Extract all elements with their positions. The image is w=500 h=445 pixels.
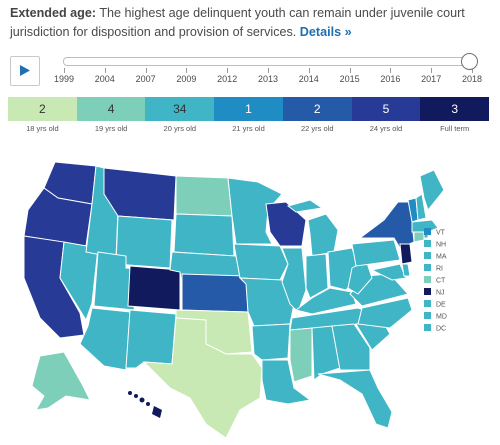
play-button[interactable] bbox=[10, 56, 40, 86]
state-co[interactable] bbox=[127, 265, 181, 311]
state-hi[interactable] bbox=[128, 391, 162, 418]
ne-state-label: CT bbox=[436, 278, 446, 285]
header-description: The highest age delinquent youth can rem… bbox=[10, 6, 465, 39]
timeline-tick bbox=[308, 68, 310, 73]
legend-count[interactable]: 2 bbox=[8, 97, 77, 121]
timeline-tick bbox=[431, 68, 433, 73]
legend-bar: 2 4 34 1 2 5 3 bbox=[8, 97, 490, 121]
state-ar[interactable] bbox=[251, 323, 291, 361]
state-fl[interactable] bbox=[317, 369, 393, 429]
ne-state-label: DC bbox=[436, 326, 446, 333]
timeline-tick bbox=[390, 68, 392, 73]
legend-count[interactable]: 4 bbox=[76, 97, 146, 121]
state-ia[interactable] bbox=[233, 243, 289, 281]
timeline-tick bbox=[145, 68, 147, 73]
timeline-year-label[interactable]: 2017 bbox=[421, 74, 442, 84]
timeline-year-label[interactable]: 2015 bbox=[339, 74, 360, 84]
state-ga[interactable] bbox=[331, 323, 371, 371]
timeline-year-label[interactable]: 2013 bbox=[257, 74, 279, 84]
timeline-year-label[interactable]: 1999 bbox=[53, 74, 75, 84]
page-header: Extended age: The highest age delinquent… bbox=[10, 4, 490, 42]
state-nm[interactable] bbox=[125, 309, 177, 369]
ne-state-label: DE bbox=[436, 302, 446, 309]
timeline-year-label[interactable]: 2012 bbox=[217, 74, 238, 84]
state-al[interactable] bbox=[311, 325, 341, 381]
legend-label: 19 yrs old bbox=[94, 124, 128, 133]
state-az[interactable] bbox=[79, 307, 131, 371]
timeline-tick bbox=[227, 68, 229, 73]
legend-count[interactable]: 1 bbox=[214, 97, 283, 121]
state-ma[interactable] bbox=[411, 219, 439, 233]
state-nd[interactable] bbox=[175, 175, 233, 217]
timeline-handle[interactable] bbox=[461, 53, 478, 70]
state-in[interactable] bbox=[305, 253, 329, 299]
state-nc[interactable] bbox=[357, 297, 413, 329]
state-sd[interactable] bbox=[173, 213, 235, 257]
timeline-tick bbox=[472, 68, 473, 73]
state-md[interactable] bbox=[370, 263, 407, 281]
legend-label: 21 yrs old bbox=[232, 124, 265, 133]
ne-state-swatch[interactable] bbox=[424, 252, 431, 259]
state-nh[interactable] bbox=[415, 193, 427, 221]
legend-label: 18 yrs old bbox=[26, 124, 59, 133]
play-icon bbox=[20, 65, 30, 76]
states bbox=[23, 161, 445, 439]
ne-state-label: RI bbox=[436, 266, 443, 273]
timeline-tick bbox=[104, 68, 106, 73]
ne-state-swatch[interactable] bbox=[424, 324, 431, 331]
state-wi[interactable] bbox=[265, 201, 307, 247]
state-ms[interactable] bbox=[289, 327, 313, 383]
state-de[interactable] bbox=[401, 263, 411, 277]
legend-labels: 18 yrs old 19 yrs old 20 yrs old 21 yrs old… bbox=[8, 124, 489, 133]
state-nj[interactable] bbox=[399, 243, 413, 265]
us-map: VT NH MA RI CT NJ DE MD DC bbox=[23, 161, 447, 439]
ne-state-swatch[interactable] bbox=[424, 276, 431, 283]
state-mn[interactable] bbox=[227, 177, 283, 245]
timeline-year-label[interactable]: 2018 bbox=[461, 74, 483, 84]
ne-state-label: VT bbox=[436, 230, 446, 237]
timeline-tick bbox=[268, 68, 269, 73]
ne-state-label: MA bbox=[436, 254, 447, 261]
details-link[interactable]: Details » bbox=[299, 25, 352, 39]
ne-state-swatch[interactable] bbox=[424, 300, 431, 307]
state-la[interactable] bbox=[261, 359, 312, 405]
header-lead: Extended age: bbox=[10, 6, 97, 20]
state-me[interactable] bbox=[419, 169, 445, 212]
timeline-tick bbox=[349, 68, 351, 73]
northeast-legend: VT NH MA RI CT NJ DE MD DC bbox=[424, 228, 447, 333]
ne-state-label: NJ bbox=[436, 290, 445, 297]
state-ak[interactable] bbox=[31, 351, 91, 411]
state-pa[interactable] bbox=[351, 239, 401, 267]
legend-label: Full term bbox=[440, 124, 470, 133]
ne-state-label: MD bbox=[436, 314, 447, 321]
legend-label: 22 yrs old bbox=[300, 124, 334, 133]
ne-state-swatch[interactable] bbox=[424, 312, 431, 319]
state-tx[interactable] bbox=[142, 317, 263, 439]
timeline-year-label[interactable]: 2007 bbox=[135, 74, 156, 84]
ne-state-swatch[interactable] bbox=[424, 264, 431, 271]
legend-count[interactable]: 3 bbox=[420, 97, 490, 121]
state-ks[interactable] bbox=[181, 273, 249, 313]
timeline-year-label[interactable]: 2014 bbox=[298, 74, 319, 84]
ne-state-swatch[interactable] bbox=[424, 288, 431, 295]
timeline-year-label[interactable]: 2004 bbox=[94, 74, 115, 84]
timeline-track[interactable] bbox=[63, 57, 473, 66]
timeline-year-label[interactable]: 2016 bbox=[380, 74, 401, 84]
timeline-year-label[interactable]: 2009 bbox=[176, 74, 197, 84]
legend-count[interactable]: 34 bbox=[145, 97, 215, 121]
state-ct[interactable] bbox=[413, 231, 425, 243]
timeline-tick bbox=[186, 68, 188, 73]
ne-state-swatch[interactable] bbox=[424, 228, 431, 235]
state-il[interactable] bbox=[281, 247, 307, 313]
legend-label: 24 yrs old bbox=[369, 124, 403, 133]
ne-state-label: NH bbox=[436, 242, 446, 249]
ne-state-swatch[interactable] bbox=[424, 240, 431, 247]
legend-count[interactable]: 2 bbox=[282, 97, 352, 121]
legend-label: 20 yrs old bbox=[163, 124, 197, 133]
legend-count[interactable]: 5 bbox=[351, 97, 421, 121]
year-timeline[interactable]: 1999 2004 2007 2009 2012 2013 2014 2015 2016 2017… bbox=[54, 50, 482, 90]
timeline-tick bbox=[64, 68, 65, 73]
